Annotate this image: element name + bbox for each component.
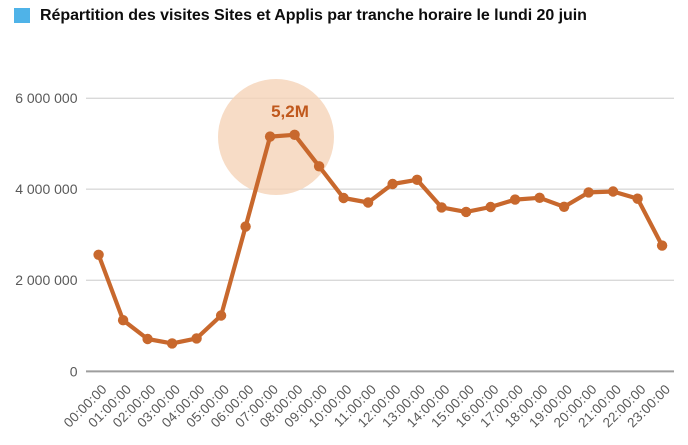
svg-text:4 000 000: 4 000 000 <box>15 181 77 197</box>
svg-text:0: 0 <box>70 363 78 379</box>
svg-text:5,2M: 5,2M <box>271 102 309 121</box>
svg-text:2 000 000: 2 000 000 <box>15 272 77 288</box>
svg-text:6 000 000: 6 000 000 <box>15 90 77 106</box>
